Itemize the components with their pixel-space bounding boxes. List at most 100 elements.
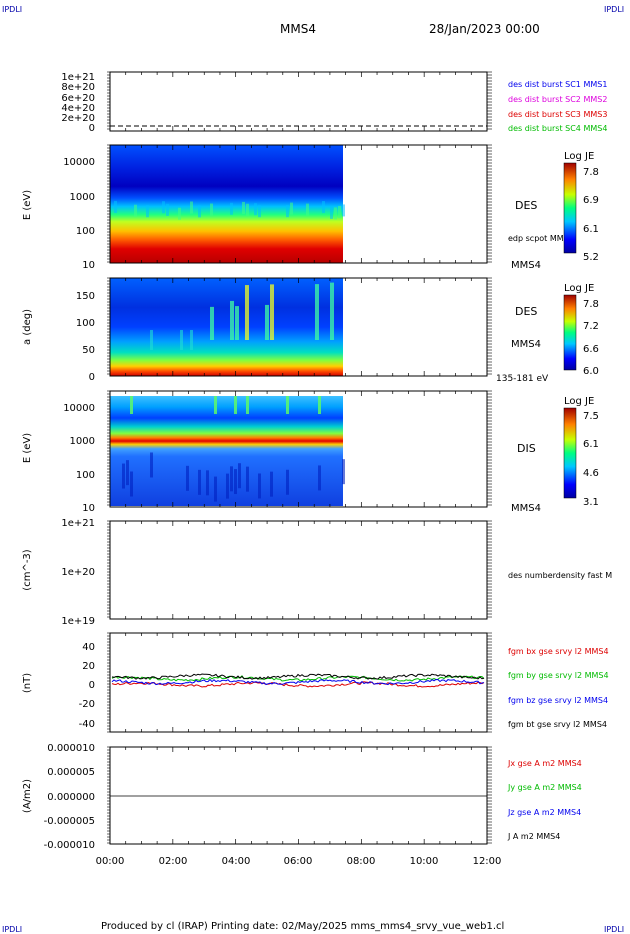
legend-entry: fgm bt gse srvy l2 MMS4 <box>508 720 607 729</box>
spectrogram-stripe <box>114 200 117 213</box>
spectrogram-stripe <box>246 203 249 216</box>
spectrogram-stripe <box>270 284 274 340</box>
legend-entry: Jy gse A m2 MMS4 <box>507 783 582 792</box>
spectrogram-stripe <box>235 306 239 340</box>
panel-des-pitch: 150 100 50 0 a (deg) DES MMS4 135-181 eV… <box>22 277 599 384</box>
spectrogram-stripe <box>198 205 201 218</box>
legend-entry: J A m2 MMS4 <box>507 832 560 841</box>
spectrogram-stripe <box>254 203 257 216</box>
spectrogram-stripe <box>286 469 289 495</box>
spectrogram-stripe <box>238 463 241 489</box>
ytick-label: 8e+20 <box>61 82 95 93</box>
corner-label-top-right: IPDLI <box>604 5 624 14</box>
spectrogram-stripe <box>210 203 213 216</box>
spectrogram-stripe <box>226 473 229 499</box>
spectrogram-stripe <box>286 205 289 218</box>
ytick-label: 10000 <box>63 403 95 414</box>
des-pitch-variations <box>150 282 334 350</box>
legend-entry: fgm by gse srvy l2 MMS4 <box>508 671 609 680</box>
energy-range-label: 135-181 eV <box>496 374 549 384</box>
spectrogram-stripe <box>338 205 341 218</box>
spectrogram-stripe <box>198 469 201 495</box>
plot-title-date: 28/Jan/2023 00:00 <box>429 22 540 36</box>
legend-entry: des numberdensity fast M <box>508 571 612 580</box>
spectrogram-stripe <box>150 330 153 350</box>
spectrogram-stripe <box>342 204 345 217</box>
legend-entry: Jz gse A m2 MMS4 <box>507 808 581 817</box>
plot-title-spacecraft: MMS4 <box>280 22 316 36</box>
spectrogram-stripe <box>265 304 269 340</box>
spectrogram-stripe <box>214 396 217 414</box>
colorbar-tick: 6.1 <box>583 439 599 450</box>
ytick-label: 0.000005 <box>47 767 95 778</box>
spectrogram-stripe <box>315 284 319 340</box>
y-axis-label: (nT) <box>22 673 33 693</box>
colorbar-title: Log JE <box>564 396 594 407</box>
xtick-label: 02:00 <box>159 856 188 867</box>
ytick-label: 40 <box>82 642 95 653</box>
spectrogram-stripe <box>290 202 293 215</box>
panel-bfield-frame <box>109 632 488 733</box>
instrument-label: DES <box>515 305 537 318</box>
overlay-label: edp scpot MMS4 <box>508 234 574 243</box>
spectrogram-stripe <box>166 203 169 216</box>
spectrogram-stripe <box>210 306 214 340</box>
spectrogram-stripe <box>162 201 165 214</box>
spectrogram-stripe <box>134 204 137 217</box>
ytick-label: 100 <box>76 318 95 329</box>
ytick-label: -20 <box>79 699 95 710</box>
ytick-label: 0.000010 <box>47 743 95 754</box>
y-axis-label: E (eV) <box>22 190 33 220</box>
ytick-label: 0 <box>89 123 95 134</box>
ytick-label: 4e+20 <box>61 103 95 114</box>
ytick-label: 10 <box>82 260 95 271</box>
legend-entry: fgm bz gse srvy l2 MMS4 <box>508 696 608 705</box>
panel-burst: 1e+21 8e+20 6e+20 4e+20 2e+20 0 des dist… <box>61 71 607 134</box>
spectrogram-stripe <box>190 201 193 214</box>
bfield-trace-line <box>111 675 485 682</box>
spectrogram-stripe <box>206 470 209 496</box>
spectrogram-stripe <box>258 473 261 499</box>
spacecraft-label: MMS4 <box>511 503 541 514</box>
ytick-label: 150 <box>76 291 95 302</box>
spectrogram-stripe <box>180 330 183 350</box>
panel-density-frame <box>109 520 488 620</box>
colorbar-tick: 6.6 <box>583 344 599 355</box>
spectrogram-stripe <box>190 330 193 350</box>
colorbar-tick: 6.9 <box>583 195 599 206</box>
ytick-label: -0.000010 <box>44 840 95 851</box>
bfield-traces <box>111 673 485 688</box>
xtick-label: 08:00 <box>347 856 376 867</box>
ytick-label: 1e+19 <box>61 616 95 627</box>
xtick-label: 06:00 <box>284 856 313 867</box>
ytick-label: 6e+20 <box>61 93 95 104</box>
colorbar-tick: 7.2 <box>583 321 599 332</box>
legend-entry: des dist burst SC4 MMS4 <box>508 124 607 133</box>
spectrogram-stripe <box>126 460 129 486</box>
corner-label-bottom-left: IPDLI <box>2 925 22 934</box>
colorbar-tick: 4.6 <box>583 468 599 479</box>
bfield-trace-line <box>111 673 485 680</box>
spectrogram-stripe <box>334 207 337 220</box>
legend-entry: Jx gse A m2 MMS4 <box>507 759 582 768</box>
colorbar-title: Log JE <box>564 283 594 294</box>
panel-des-energy: 10000 1000 100 10 E (eV) DES edp scpot M… <box>22 144 599 271</box>
colorbar <box>563 294 577 371</box>
y-axis-label: a (deg) <box>22 309 33 345</box>
panel-density: 1e+21 1e+20 1e+19 (cm^-3) des numberdens… <box>22 518 612 627</box>
des-pitch-spectrogram-fill <box>110 278 343 376</box>
ytick-label: 0 <box>89 372 95 383</box>
instrument-label: DES <box>515 199 537 212</box>
ytick-label: -40 <box>79 719 95 730</box>
ytick-label: 1000 <box>70 192 95 203</box>
spectrogram-stripe <box>318 396 321 414</box>
corner-label-top-left: IPDLI <box>2 5 22 14</box>
colorbar-tick: 6.1 <box>583 224 599 235</box>
legend-entry: des dist burst SC3 MMS3 <box>508 110 607 119</box>
spectrogram-stripe <box>286 396 289 414</box>
spectrogram-stripe <box>230 466 233 492</box>
colorbar <box>563 407 577 499</box>
legend-entry: des dist burst SC1 MMS1 <box>508 80 607 89</box>
ytick-label: 1e+21 <box>61 72 95 83</box>
